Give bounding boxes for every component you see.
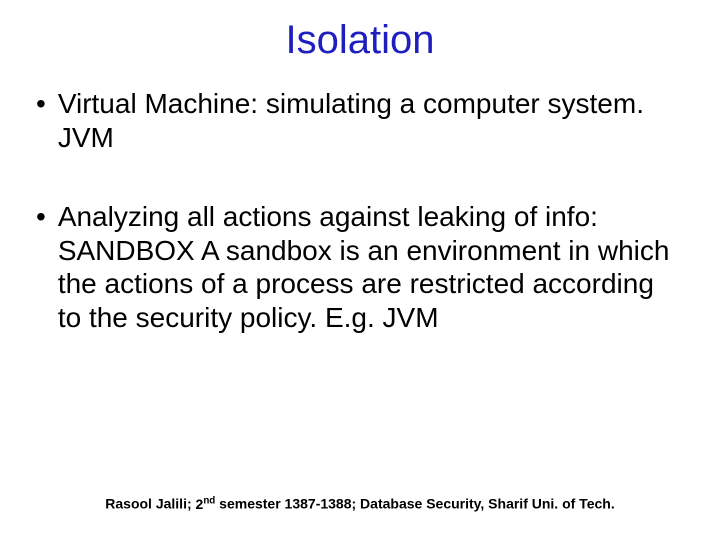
slide: Isolation • Virtual Machine: simulating … <box>0 0 720 540</box>
bullet-item: • Virtual Machine: simulating a computer… <box>36 87 684 154</box>
slide-footer: Rasool Jalili; 2nd semester 1387-1388; D… <box>0 495 720 512</box>
bullet-text: Virtual Machine: simulating a computer s… <box>58 87 684 154</box>
slide-body: • Virtual Machine: simulating a computer… <box>30 87 690 335</box>
bullet-text: Analyzing all actions against leaking of… <box>58 200 684 334</box>
footer-ordinal: 2nd <box>196 496 216 512</box>
bullet-item: • Analyzing all actions against leaking … <box>36 200 684 334</box>
bullet-marker: • <box>36 87 46 154</box>
footer-author: Rasool Jalili; <box>105 496 191 512</box>
footer-tail: semester 1387-1388; Database Security, S… <box>215 496 614 512</box>
slide-title: Isolation <box>30 18 690 63</box>
bullet-marker: • <box>36 200 46 334</box>
